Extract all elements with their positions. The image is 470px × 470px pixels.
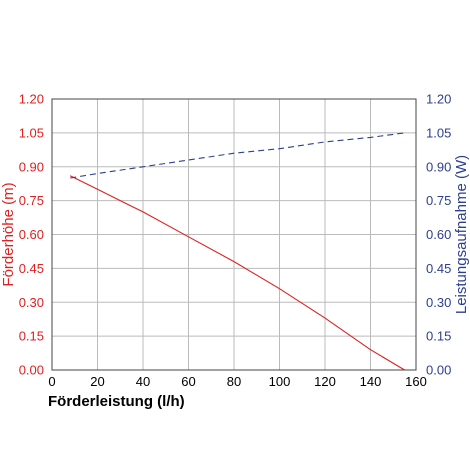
x-tick-label: 140 [360, 374, 382, 389]
y-tick-label-left: 0.60 [19, 227, 44, 242]
plot-frame [51, 98, 417, 371]
x-tick-label: 80 [227, 374, 241, 389]
series-line-power [70, 132, 405, 179]
x-tick-label: 100 [269, 374, 291, 389]
power-data-point [70, 177, 71, 178]
y-tick-label-right: 0.30 [426, 295, 451, 310]
power-data-point [370, 137, 371, 138]
power-data-point [404, 132, 405, 133]
head-data-point [70, 175, 71, 176]
tick-labels: 0.00 0.15 0.30 0.45 0.60 0.75 0.90 1.05 1.20 0.00… [19, 92, 452, 390]
y-tick-label-right: 0.45 [426, 261, 451, 276]
y-tick-label-left: 1.05 [19, 125, 44, 140]
x-tick-label: 40 [136, 374, 150, 389]
y-tick-label-right: 0.75 [426, 193, 451, 208]
head-data-point [97, 189, 98, 190]
x-tick-label: 120 [314, 374, 336, 389]
head-data-point [279, 288, 280, 289]
x-axis-label: Förderleistung (l/h) [48, 393, 185, 410]
power-data-point [324, 141, 325, 142]
power-data-point [188, 159, 189, 160]
power-data-point [233, 153, 234, 154]
head-data-point [188, 236, 189, 237]
y-tick-label-left: 1.20 [19, 92, 44, 107]
y-tick-label-left: 0.45 [19, 261, 44, 276]
x-tick-label: 160 [405, 374, 427, 389]
head-data-point [370, 349, 371, 350]
y-axis-label-right: Leistungsaufnahme (W) [453, 155, 470, 314]
series-layer [69, 132, 405, 371]
power-data-point [279, 148, 280, 149]
head-data-point [233, 261, 234, 262]
y-tick-label-left: 0.30 [19, 295, 44, 310]
y-tick-label-right: 1.05 [426, 125, 451, 140]
y-tick-label-left: 0.90 [19, 159, 44, 174]
y-tick-label-left: 0.15 [19, 329, 44, 344]
x-tick-label: 0 [48, 374, 55, 389]
y-tick-label-right: 1.20 [426, 92, 451, 107]
y-tick-label-right: 0.60 [426, 227, 451, 242]
y-tick-label-left: 0.00 [19, 363, 44, 378]
power-data-point [142, 166, 143, 167]
x-tick-label: 60 [181, 374, 195, 389]
y-tick-label-right: 0.15 [426, 329, 451, 344]
y-tick-label-right: 0.90 [426, 159, 451, 174]
head-data-point [142, 211, 143, 212]
head-data-point [324, 317, 325, 318]
y-tick-label-left: 0.75 [19, 193, 44, 208]
y-tick-label-right: 0.00 [426, 363, 451, 378]
series-line-head [69, 175, 405, 371]
x-tick-label: 20 [90, 374, 104, 389]
y-axis-label-left: Förderhöhe (m) [0, 182, 17, 286]
power-data-point [97, 173, 98, 174]
